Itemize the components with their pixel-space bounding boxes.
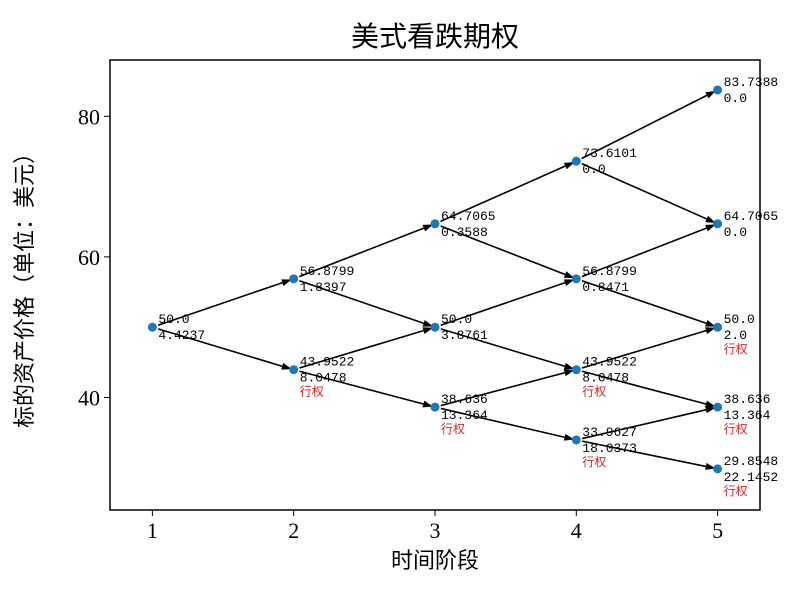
node-option-label: 0.0 [582, 162, 605, 177]
tree-nodes [148, 85, 722, 473]
node-option-label: 2.0 [724, 328, 747, 343]
tree-node [572, 274, 581, 283]
tree-node [713, 85, 722, 94]
x-tick-label: 3 [430, 518, 441, 543]
x-tick-label: 2 [288, 518, 299, 543]
node-price-label: 38.636 [724, 392, 771, 407]
node-option-label: 13.364 [724, 408, 771, 423]
x-tick-label: 4 [571, 518, 582, 543]
tree-node [289, 274, 298, 283]
tree-node [431, 403, 440, 412]
node-option-label: 3.8761 [441, 328, 488, 343]
exercise-label: 行权 [582, 385, 606, 399]
node-labels: 50.04.423756.87991.839743.95228.0478行权64… [158, 75, 778, 498]
exercise-label: 行权 [582, 455, 606, 469]
node-price-label: 38.636 [441, 392, 488, 407]
tree-node [713, 219, 722, 228]
exercise-label: 行权 [724, 484, 748, 498]
y-tick-label: 60 [78, 245, 100, 270]
node-price-label: 50.0 [441, 312, 472, 327]
node-price-label: 73.6101 [582, 146, 637, 161]
tree-node [713, 464, 722, 473]
y-axis-ticks: 40 60 80 [78, 104, 110, 410]
node-option-label: 13.364 [441, 408, 488, 423]
node-option-label: 1.8397 [300, 280, 347, 295]
node-option-label: 18.0373 [582, 441, 637, 456]
y-tick-label: 40 [78, 386, 100, 411]
node-price-label: 64.7065 [441, 209, 496, 224]
node-price-label: 50.0 [158, 312, 189, 327]
node-option-label: 8.0478 [300, 371, 347, 386]
node-option-label: 22.1452 [724, 470, 779, 485]
exercise-label: 行权 [724, 342, 748, 356]
node-price-label: 56.8799 [582, 264, 637, 279]
y-tick-label: 80 [78, 104, 100, 129]
node-option-label: 0.0 [724, 225, 747, 240]
plot-border [110, 60, 760, 510]
node-price-label: 43.9522 [300, 355, 355, 370]
binomial-tree-chart: 美式看跌期权 时间阶段 标的资产价格（单位：美元） 1 2 3 4 5 40 60 80 5… [0, 0, 791, 595]
y-axis-label: 标的资产价格（单位：美元） [12, 142, 37, 428]
node-price-label: 33.9627 [582, 425, 637, 440]
node-price-label: 43.9522 [582, 355, 637, 370]
x-tick-label: 5 [712, 518, 723, 543]
node-option-label: 4.4237 [158, 328, 205, 343]
node-option-label: 8.0478 [582, 371, 629, 386]
tree-node [148, 323, 157, 332]
exercise-label: 行权 [724, 422, 748, 436]
node-option-label: 0.3588 [441, 225, 488, 240]
tree-node [713, 323, 722, 332]
tree-node [572, 157, 581, 166]
node-option-label: 0.0 [724, 91, 747, 106]
chart-title: 美式看跌期权 [351, 21, 519, 53]
tree-node [713, 403, 722, 412]
x-tick-label: 1 [147, 518, 158, 543]
tree-node [431, 219, 440, 228]
tree-node [572, 365, 581, 374]
node-price-label: 64.7065 [724, 209, 779, 224]
tree-node [289, 365, 298, 374]
x-axis-ticks: 1 2 3 4 5 [147, 510, 723, 543]
exercise-label: 行权 [300, 385, 324, 399]
node-price-label: 50.0 [724, 312, 755, 327]
node-option-label: 0.8471 [582, 280, 629, 295]
node-price-label: 56.8799 [300, 264, 355, 279]
tree-node [572, 435, 581, 444]
x-axis-label: 时间阶段 [391, 548, 479, 573]
node-price-label: 83.7388 [724, 75, 779, 90]
node-price-label: 29.8548 [724, 454, 779, 469]
tree-node [431, 323, 440, 332]
exercise-label: 行权 [441, 422, 465, 436]
